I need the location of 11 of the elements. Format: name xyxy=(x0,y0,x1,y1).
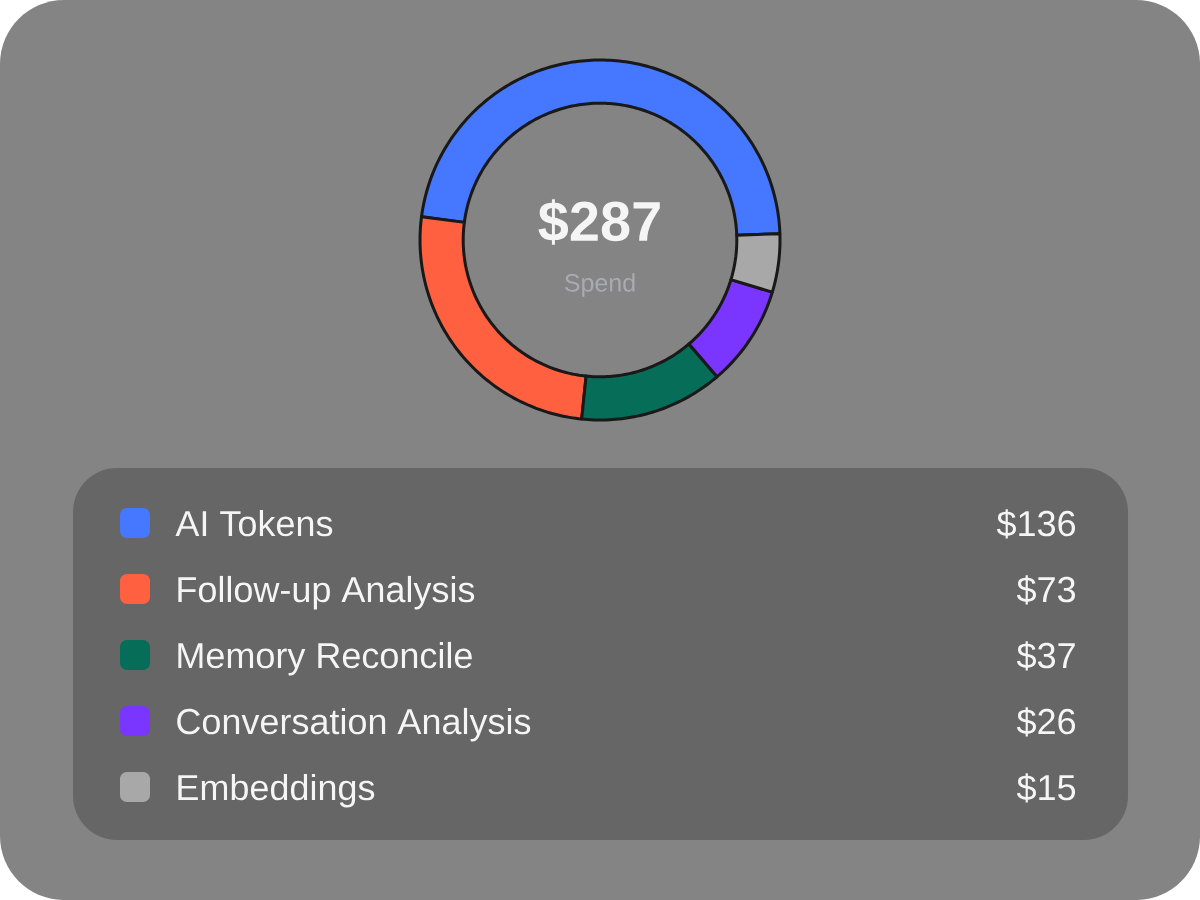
legend-label: Memory Reconcile xyxy=(178,641,472,676)
legend-label: Conversation Analysis xyxy=(177,707,531,742)
legend-label: Follow-up Analysis xyxy=(178,575,475,610)
data-label: $15 xyxy=(1016,773,1076,803)
data-label: $37 xyxy=(1016,641,1075,671)
data-label: $73 xyxy=(1016,575,1076,605)
text: $287 xyxy=(538,199,660,245)
data-label: $136 xyxy=(996,509,1076,539)
legend-label: AI Tokens xyxy=(175,509,333,537)
data-label: $26 xyxy=(1016,707,1076,737)
legend-label: Embeddings xyxy=(178,773,375,808)
